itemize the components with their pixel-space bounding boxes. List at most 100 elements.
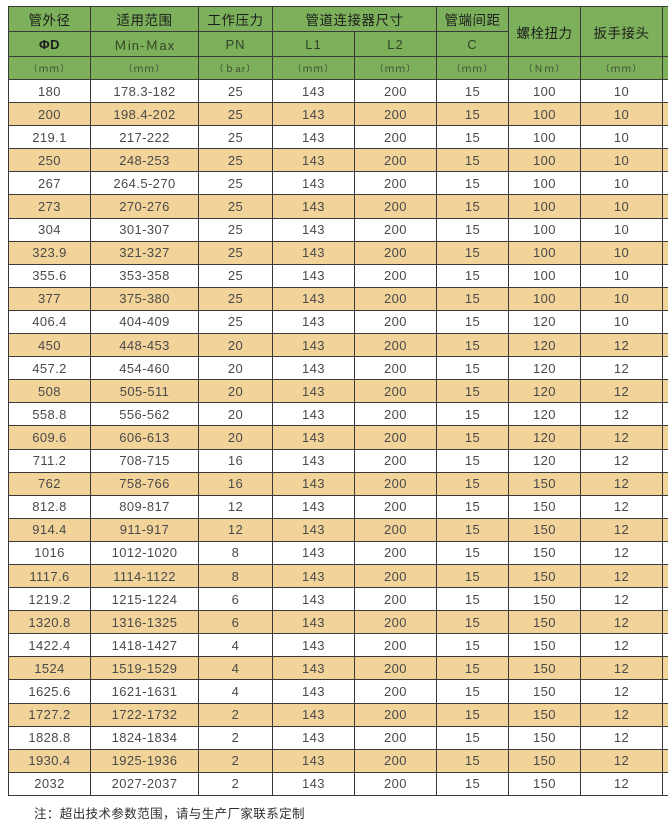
cell-wrench-joint: 12 <box>580 448 663 473</box>
cell-bolt-torque: 100 <box>508 286 581 311</box>
cell-l2: 200 <box>354 171 437 196</box>
cell-pipe-end-gap: 15 <box>436 471 509 496</box>
cell-working-pressure: 20 <box>198 356 273 381</box>
cell-l2: 200 <box>354 379 437 404</box>
cell-working-pressure: 25 <box>198 125 273 150</box>
cell-applicable-range: 178.3-182 <box>90 78 199 104</box>
cell-thread: 12 <box>662 217 668 242</box>
cell-l2: 200 <box>354 748 437 773</box>
cell-wrench-joint: 10 <box>580 309 663 335</box>
cell-thread: 14 <box>662 702 668 727</box>
cell-outer-diameter: 1930.4 <box>8 748 91 773</box>
cell-working-pressure: 20 <box>198 333 273 358</box>
cell-bolt-torque: 150 <box>508 771 581 796</box>
cell-bolt-torque: 120 <box>508 425 581 450</box>
cell-wrench-joint: 12 <box>580 725 663 750</box>
cell-l2: 200 <box>354 633 437 658</box>
cell-applicable-range: 758-766 <box>90 471 199 496</box>
cell-applicable-range: 1519-1529 <box>90 656 199 681</box>
cell-working-pressure: 16 <box>198 448 273 473</box>
cell-pipe-end-gap: 15 <box>436 563 509 589</box>
cell-thread: 14 <box>662 471 668 496</box>
header-outer-diameter: 管外径 <box>8 6 91 32</box>
cell-working-pressure: 25 <box>198 102 273 127</box>
cell-applicable-range: 1316-1325 <box>90 610 199 635</box>
cell-thread: 14 <box>662 425 668 450</box>
cell-applicable-range: 1114-1122 <box>90 563 199 589</box>
cell-l1: 143 <box>272 563 355 589</box>
cell-l1: 143 <box>272 379 355 404</box>
header-pipe-connector-size: 管道连接器尺寸 <box>272 6 437 32</box>
cell-l2: 200 <box>354 771 437 796</box>
cell-l2: 200 <box>354 148 437 173</box>
cell-applicable-range: 301-307 <box>90 217 199 242</box>
cell-applicable-range: 1925-1936 <box>90 748 199 773</box>
cell-applicable-range: 1722-1732 <box>90 702 199 727</box>
cell-working-pressure: 4 <box>198 656 273 681</box>
cell-l1: 143 <box>272 148 355 173</box>
symbol-l2: L2 <box>354 31 437 57</box>
footnote: 注：超出技术参数范围，请与生产厂家联系定制 <box>34 805 305 821</box>
cell-pipe-end-gap: 15 <box>436 610 509 635</box>
cell-applicable-range: 404-409 <box>90 309 199 335</box>
cell-thread: 12 <box>662 148 668 173</box>
cell-l1: 143 <box>272 517 355 542</box>
cell-l2: 200 <box>354 425 437 450</box>
cell-thread: 14 <box>662 633 668 658</box>
unit-wrench-joint: （ｍｍ） <box>580 56 663 80</box>
cell-wrench-joint: 12 <box>580 610 663 635</box>
cell-applicable-range: 556-562 <box>90 402 199 427</box>
cell-pipe-end-gap: 15 <box>436 333 509 358</box>
cell-wrench-joint: 12 <box>580 633 663 658</box>
cell-working-pressure: 25 <box>198 286 273 311</box>
cell-l2: 200 <box>354 725 437 750</box>
cell-l1: 143 <box>272 356 355 381</box>
cell-l2: 200 <box>354 494 437 519</box>
cell-pipe-end-gap: 15 <box>436 494 509 519</box>
cell-pipe-end-gap: 15 <box>436 240 509 265</box>
cell-pipe-end-gap: 15 <box>436 725 509 750</box>
cell-thread: 14 <box>662 494 668 519</box>
cell-working-pressure: 12 <box>198 494 273 519</box>
unit-working-pressure: （ｂar） <box>198 56 273 80</box>
cell-l2: 200 <box>354 78 437 104</box>
cell-l1: 143 <box>272 171 355 196</box>
cell-l1: 143 <box>272 587 355 612</box>
cell-working-pressure: 8 <box>198 540 273 565</box>
cell-working-pressure: 25 <box>198 217 273 242</box>
cell-outer-diameter: 1117.6 <box>8 563 91 589</box>
cell-pipe-end-gap: 15 <box>436 402 509 427</box>
cell-outer-diameter: 508 <box>8 379 91 404</box>
cell-l2: 200 <box>354 356 437 381</box>
cell-l1: 143 <box>272 217 355 242</box>
cell-thread: 12 <box>662 240 668 265</box>
cell-pipe-end-gap: 15 <box>436 171 509 196</box>
cell-bolt-torque: 120 <box>508 402 581 427</box>
symbol-outer-diameter: ΦD <box>8 31 91 57</box>
cell-applicable-range: 809-817 <box>90 494 199 519</box>
cell-applicable-range: 217-222 <box>90 125 199 150</box>
cell-applicable-range: 708-715 <box>90 448 199 473</box>
header-bolt-torque: 螺栓扭力 <box>508 6 581 57</box>
unit-c: （ｍｍ） <box>436 56 509 80</box>
cell-wrench-joint: 10 <box>580 102 663 127</box>
cell-applicable-range: 270-276 <box>90 194 199 219</box>
cell-outer-diameter: 1524 <box>8 656 91 681</box>
cell-applicable-range: 2027-2037 <box>90 771 199 796</box>
cell-bolt-torque: 100 <box>508 78 581 104</box>
cell-l2: 200 <box>354 679 437 704</box>
cell-bolt-torque: 150 <box>508 494 581 519</box>
cell-outer-diameter: 200 <box>8 102 91 127</box>
header-row-title: 管外径 适用范围 工作压力 管道连接器尺寸 管端间距 螺栓扭力 扳手接头 螺纹 <box>8 6 668 57</box>
